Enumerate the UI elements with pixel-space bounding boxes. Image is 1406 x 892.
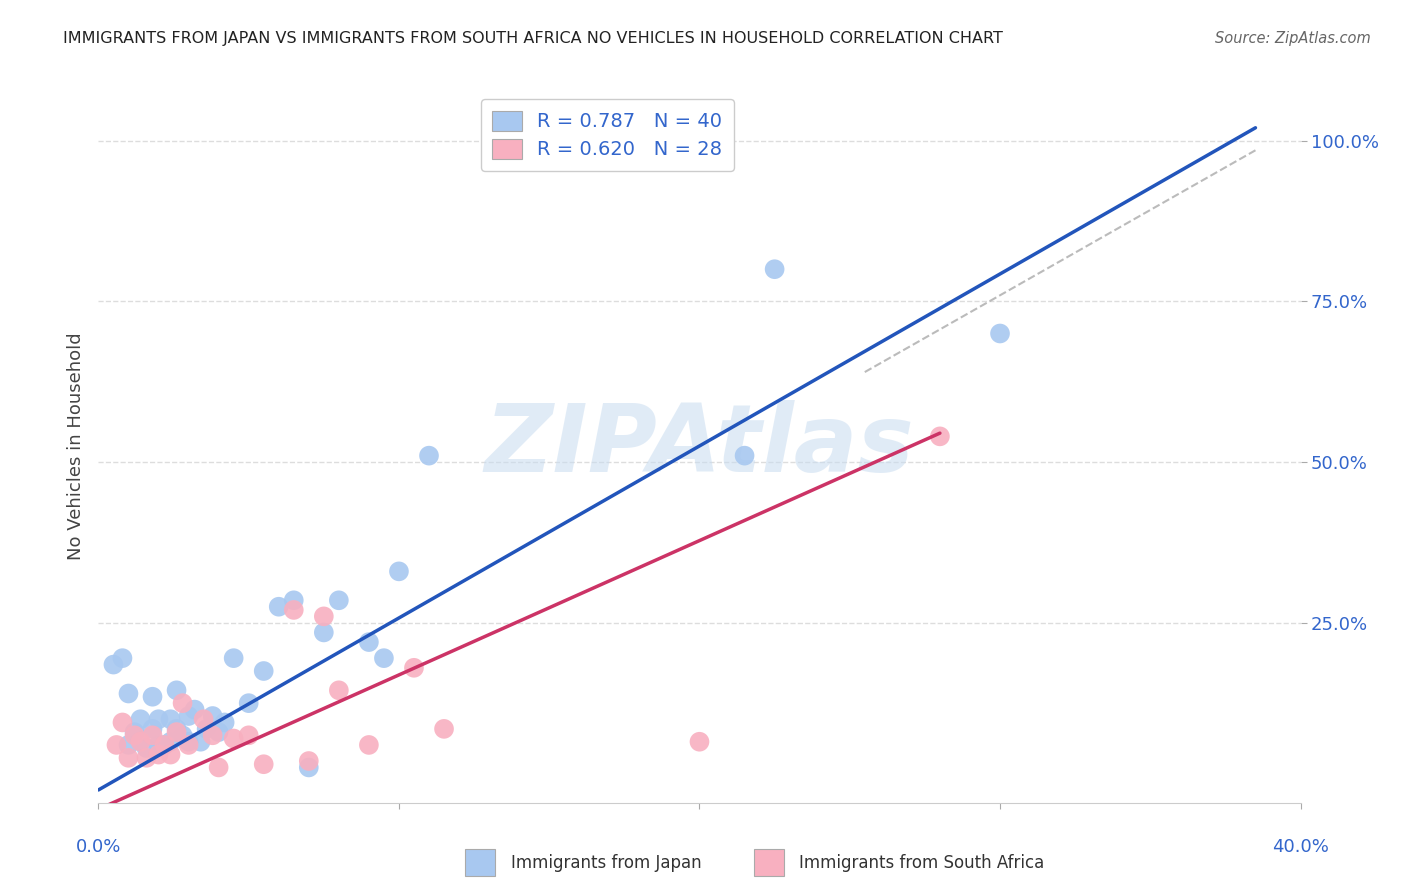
- Point: [373, 651, 395, 665]
- Point: [433, 722, 456, 736]
- Point: [312, 609, 335, 624]
- Legend: R = 0.787   N = 40, R = 0.620   N = 28: R = 0.787 N = 40, R = 0.620 N = 28: [481, 99, 734, 171]
- Point: [177, 735, 200, 749]
- Point: [222, 651, 245, 665]
- Point: [238, 728, 260, 742]
- Point: [135, 741, 157, 756]
- Point: [117, 686, 139, 700]
- Point: [312, 625, 335, 640]
- Point: [402, 661, 425, 675]
- FancyBboxPatch shape: [754, 849, 783, 876]
- Y-axis label: No Vehicles in Household: No Vehicles in Household: [66, 332, 84, 560]
- Point: [166, 683, 188, 698]
- Point: [124, 725, 146, 739]
- Point: [214, 715, 236, 730]
- Point: [172, 696, 194, 710]
- Point: [689, 735, 711, 749]
- Point: [135, 751, 157, 765]
- Point: [222, 731, 245, 746]
- FancyBboxPatch shape: [465, 849, 495, 876]
- Point: [328, 683, 350, 698]
- Point: [267, 599, 290, 614]
- Point: [238, 696, 260, 710]
- Point: [141, 728, 163, 742]
- Point: [418, 449, 440, 463]
- Point: [283, 593, 305, 607]
- Point: [734, 449, 756, 463]
- Point: [208, 760, 231, 774]
- Point: [148, 738, 170, 752]
- Point: [283, 603, 305, 617]
- Point: [253, 757, 276, 772]
- Point: [166, 722, 188, 736]
- Text: ZIPAtlas: ZIPAtlas: [485, 400, 914, 492]
- Point: [141, 690, 163, 704]
- Point: [166, 725, 188, 739]
- Point: [763, 262, 786, 277]
- Point: [253, 664, 276, 678]
- Point: [153, 738, 176, 752]
- Point: [929, 429, 952, 443]
- Point: [357, 738, 380, 752]
- Text: Immigrants from South Africa: Immigrants from South Africa: [799, 854, 1045, 871]
- Point: [172, 728, 194, 742]
- Point: [208, 725, 231, 739]
- Point: [988, 326, 1011, 341]
- Point: [111, 651, 134, 665]
- Point: [388, 565, 411, 579]
- Point: [148, 747, 170, 762]
- Point: [159, 747, 181, 762]
- Point: [201, 709, 224, 723]
- Point: [105, 738, 128, 752]
- Point: [129, 712, 152, 726]
- Point: [298, 754, 321, 768]
- Point: [117, 751, 139, 765]
- Point: [183, 702, 205, 716]
- Point: [159, 735, 181, 749]
- Point: [129, 735, 152, 749]
- Point: [177, 738, 200, 752]
- Point: [298, 760, 321, 774]
- Point: [117, 738, 139, 752]
- Point: [201, 728, 224, 742]
- Text: Source: ZipAtlas.com: Source: ZipAtlas.com: [1215, 31, 1371, 46]
- Point: [177, 709, 200, 723]
- Point: [159, 712, 181, 726]
- Point: [357, 635, 380, 649]
- Text: 40.0%: 40.0%: [1272, 838, 1329, 856]
- Text: Immigrants from Japan: Immigrants from Japan: [510, 854, 702, 871]
- Point: [111, 715, 134, 730]
- Point: [195, 722, 218, 736]
- Point: [124, 728, 146, 742]
- Point: [153, 738, 176, 752]
- Point: [328, 593, 350, 607]
- Point: [193, 712, 215, 726]
- Point: [103, 657, 125, 672]
- Text: 0.0%: 0.0%: [76, 838, 121, 856]
- Point: [148, 712, 170, 726]
- Point: [141, 722, 163, 736]
- Text: IMMIGRANTS FROM JAPAN VS IMMIGRANTS FROM SOUTH AFRICA NO VEHICLES IN HOUSEHOLD C: IMMIGRANTS FROM JAPAN VS IMMIGRANTS FROM…: [63, 31, 1002, 46]
- Point: [190, 735, 212, 749]
